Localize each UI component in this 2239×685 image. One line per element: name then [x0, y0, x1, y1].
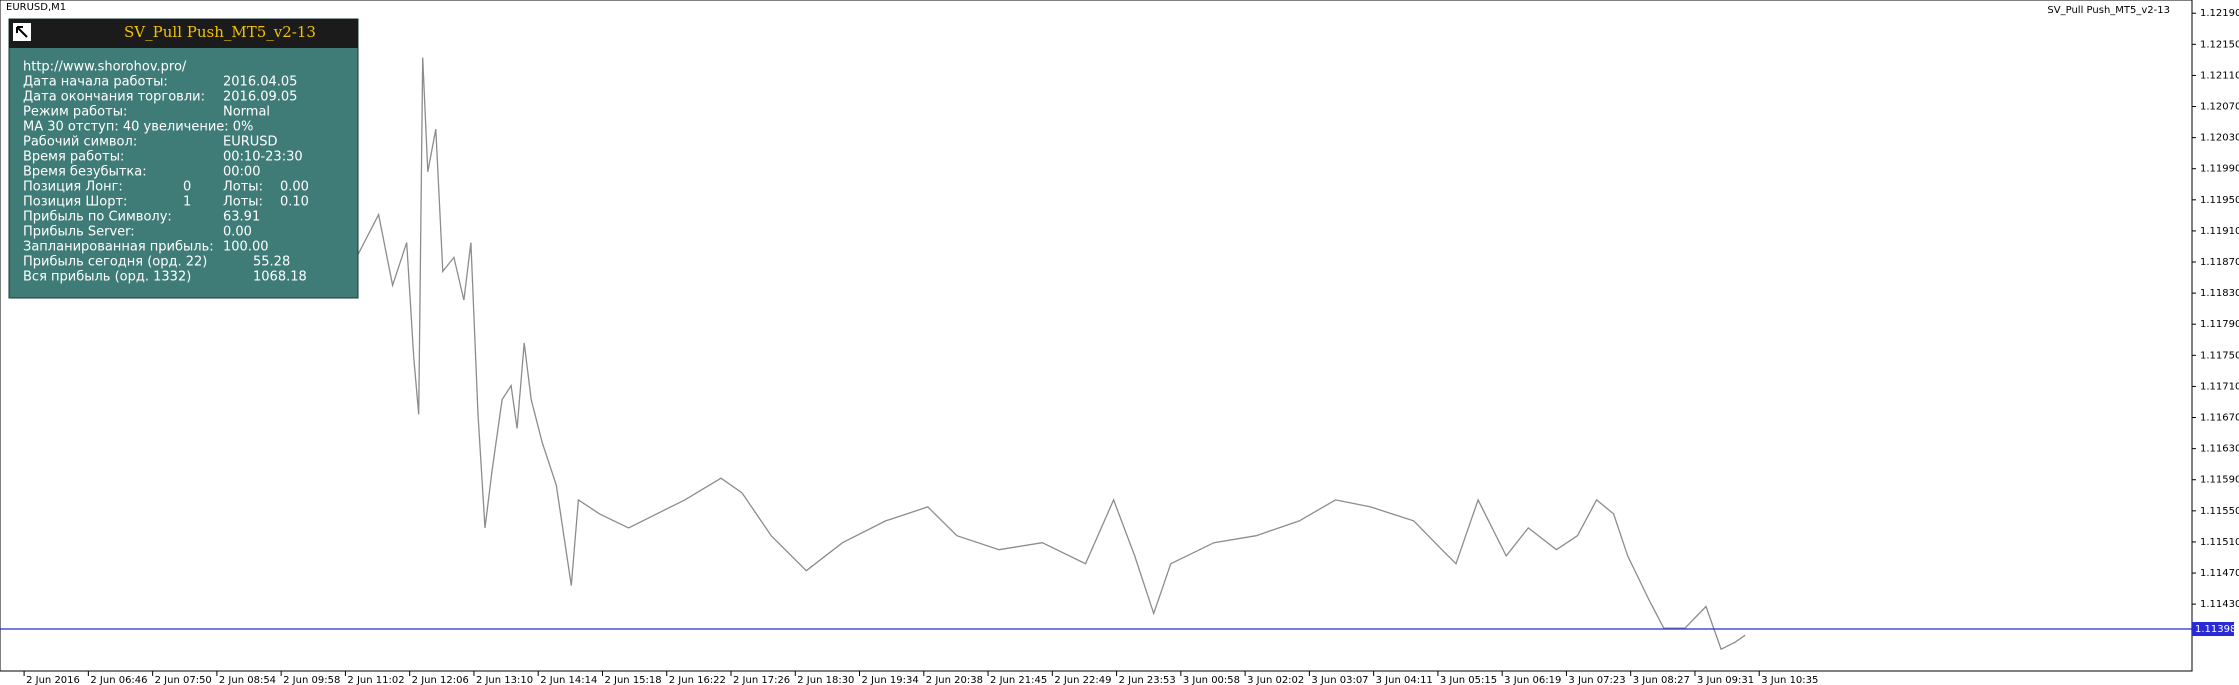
x-tick-label: 2 Jun 11:02 — [347, 675, 404, 685]
y-tick-label: 1.11990 — [2200, 164, 2239, 175]
x-tick-label: 2 Jun 23:53 — [1119, 675, 1176, 685]
x-tick-label: 3 Jun 02:02 — [1247, 675, 1304, 685]
panel-value: 2016.04.05 — [223, 75, 297, 90]
x-tick-label: 3 Jun 04:11 — [1376, 675, 1433, 685]
current-price-label: 1.11398 — [2195, 624, 2236, 635]
panel-label: Прибыль по Символу: — [23, 210, 172, 225]
x-tick-label: 3 Jun 08:27 — [1633, 675, 1690, 685]
y-tick-label: 1.12150 — [2200, 39, 2239, 50]
panel-value: 63.91 — [223, 210, 260, 225]
indicator-name: SV_Pull Push_MT5_v2-13 — [2047, 5, 2170, 16]
panel-label: Дата начала работы: — [23, 75, 168, 90]
y-tick-label: 1.11710 — [2200, 381, 2239, 392]
x-tick-label: 2 Jun 22:49 — [1054, 675, 1111, 685]
panel-value: 0.00 — [223, 225, 252, 240]
x-tick-label: 3 Jun 05:15 — [1440, 675, 1497, 685]
panel-label: Дата окончания торговли: — [23, 90, 205, 105]
x-tick-label: 3 Jun 09:31 — [1697, 675, 1754, 685]
x-tick-label: 2 Jun 08:54 — [219, 675, 276, 685]
panel-label: Запланированная прибыль: — [23, 240, 214, 255]
y-tick-label: 1.11590 — [2200, 475, 2239, 486]
panel-label: Рабочий символ: — [23, 135, 137, 150]
panel-body — [8, 18, 359, 299]
x-tick-label: 2 Jun 20:38 — [926, 675, 983, 685]
x-tick-label: 2 Jun 19:34 — [862, 675, 919, 685]
x-tick-label: 2 Jun 13:10 — [476, 675, 533, 685]
info-panel: SV_Pull Push_MT5_v2-13 http://www.shoroh… — [8, 18, 359, 299]
panel-label: Время работы: — [23, 150, 124, 165]
y-tick-label: 1.12070 — [2200, 102, 2239, 113]
x-tick-label: 2 Jun 17:26 — [733, 675, 790, 685]
x-tick-label: 2 Jun 21:45 — [990, 675, 1047, 685]
x-tick-label: 3 Jun 07:23 — [1568, 675, 1625, 685]
x-tick-label: 2 Jun 07:50 — [155, 675, 212, 685]
panel-value: 55.28 — [253, 255, 290, 270]
y-tick-label: 1.11830 — [2200, 288, 2239, 299]
x-tick-label: 3 Jun 06:19 — [1504, 675, 1561, 685]
panel-value: 00:10-23:30 — [223, 150, 303, 165]
y-tick-label: 1.12190 — [2200, 8, 2239, 19]
panel-value: 2016.09.05 — [223, 90, 297, 105]
panel-value: Normal — [223, 105, 270, 120]
y-tick-label: 1.11750 — [2200, 350, 2239, 361]
panel-value: 00:00 — [223, 165, 260, 180]
y-tick-label: 1.11630 — [2200, 444, 2239, 455]
y-tick-label: 1.11470 — [2200, 568, 2239, 579]
panel-value: Лоты: — [223, 195, 263, 210]
panel-label: Вся прибыль (орд. 1332) — [23, 270, 191, 285]
x-tick-label: 2 Jun 09:58 — [283, 675, 340, 685]
y-tick-label: 1.11790 — [2200, 319, 2239, 330]
panel-label: Прибыль Server: — [23, 225, 135, 240]
x-tick-label: 2 Jun 2016 — [26, 675, 80, 685]
y-tick-label: 1.11910 — [2200, 226, 2239, 237]
panel-label: MA 30 отступ: 40 увеличение: 0% — [23, 120, 253, 135]
panel-value: Лоты: — [223, 180, 263, 195]
y-tick-label: 1.12110 — [2200, 70, 2239, 81]
panel-value: 1068.18 — [253, 270, 307, 285]
panel-label: Режим работы: — [23, 105, 127, 120]
panel-label: Прибыль сегодня (орд. 22) — [23, 255, 207, 270]
symbol-label: EURUSD,M1 — [6, 2, 66, 13]
panel-value: 0 — [183, 180, 191, 195]
y-tick-label: 1.11430 — [2200, 599, 2239, 610]
panel-title: SV_Pull Push_MT5_v2-13 — [124, 23, 316, 41]
x-tick-label: 2 Jun 15:18 — [604, 675, 661, 685]
y-tick-label: 1.11510 — [2200, 537, 2239, 548]
y-tick-label: 1.11950 — [2200, 195, 2239, 206]
panel-value: 0.00 — [280, 180, 309, 195]
panel-label: Время безубытка: — [23, 165, 147, 180]
arrow-icon — [16, 26, 28, 38]
panel-value: 0.10 — [280, 195, 309, 210]
y-tick-label: 1.11550 — [2200, 506, 2239, 517]
x-tick-label: 2 Jun 06:46 — [90, 675, 147, 685]
plot-area — [0, 0, 2193, 672]
price-line — [355, 57, 1746, 651]
x-tick-label: 2 Jun 18:30 — [797, 675, 854, 685]
y-tick-label: 1.11670 — [2200, 413, 2239, 424]
x-tick-label: 2 Jun 12:06 — [412, 675, 469, 685]
panel-label: Позиция Лонг: — [23, 180, 123, 195]
x-tick-label: 3 Jun 10:35 — [1761, 675, 1818, 685]
x-tick-label: 2 Jun 14:14 — [540, 675, 597, 685]
current-price-box — [2192, 622, 2234, 637]
panel-label: Позиция Шорт: — [23, 195, 127, 210]
panel-header — [9, 19, 358, 48]
y-tick-label: 1.12030 — [2200, 133, 2239, 144]
x-tick-label: 3 Jun 03:07 — [1311, 675, 1368, 685]
panel-value: EURUSD — [223, 135, 278, 150]
x-tick-label: 3 Jun 00:58 — [1183, 675, 1240, 685]
panel-value: 100.00 — [223, 240, 269, 255]
panel-value: 1 — [183, 195, 191, 210]
y-tick-label: 1.11870 — [2200, 257, 2239, 268]
panel-label: http://www.shorohov.pro/ — [23, 60, 187, 75]
x-tick-label: 2 Jun 16:22 — [669, 675, 726, 685]
